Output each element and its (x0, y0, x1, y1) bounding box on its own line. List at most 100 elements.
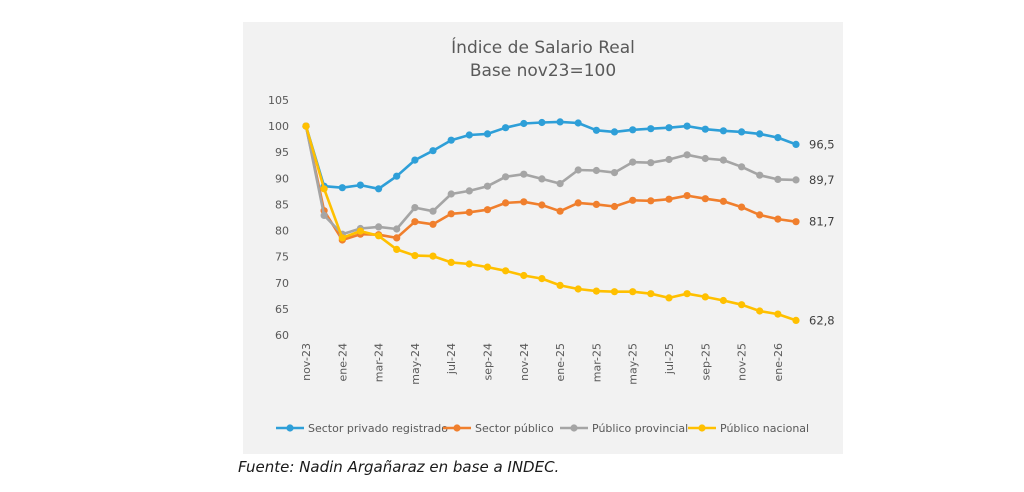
y-tick-label: 95 (275, 146, 289, 159)
y-tick-label: 65 (275, 303, 289, 316)
y-tick-label: 70 (275, 277, 289, 290)
legend-item: Sector público (443, 422, 554, 435)
data-point (538, 118, 546, 127)
data-point (556, 281, 564, 289)
data-point (701, 195, 709, 203)
data-point (556, 118, 564, 126)
data-point (610, 288, 619, 296)
data-point (774, 134, 782, 142)
data-point (375, 232, 383, 240)
data-point (610, 128, 619, 136)
data-point (792, 140, 800, 148)
series-1 (302, 118, 800, 193)
chart-title: Índice de Salario Real (451, 36, 635, 58)
data-point (629, 196, 637, 204)
data-point (447, 258, 455, 266)
y-tick-label: 100 (268, 120, 289, 133)
series-line (304, 125, 797, 322)
x-tick-label: nov-23 (300, 343, 313, 381)
x-tick-label: mar-24 (373, 343, 386, 382)
data-point (647, 125, 655, 133)
series-4 (302, 122, 800, 324)
data-point (302, 122, 310, 130)
data-point (629, 126, 637, 134)
legend-item: Público provincial (560, 422, 688, 435)
x-tick-label: jul-24 (445, 343, 458, 375)
data-point (447, 190, 455, 198)
data-point (447, 210, 455, 218)
data-point (520, 170, 528, 178)
x-tick-label: nov-24 (518, 343, 531, 381)
y-tick-label: 85 (275, 198, 289, 211)
legend-marker (286, 424, 294, 432)
data-point (502, 124, 510, 132)
data-point (665, 155, 673, 164)
source-note: Fuente: Nadin Argañaraz en base a INDEC. (238, 458, 560, 476)
data-point (429, 220, 437, 228)
data-point (483, 182, 492, 190)
data-point (520, 119, 528, 128)
data-point (320, 185, 328, 193)
data-point (592, 166, 600, 175)
data-point (574, 285, 582, 293)
legend-marker (453, 424, 461, 432)
data-point (574, 199, 582, 207)
x-tick-label: may-25 (627, 343, 640, 385)
legend-label: Sector privado registrado (308, 422, 448, 435)
legend-marker (698, 424, 706, 432)
x-tick-label: jul-25 (663, 343, 676, 375)
data-point (502, 173, 510, 181)
data-point (592, 287, 600, 295)
data-point (574, 119, 582, 127)
data-point (483, 206, 492, 214)
x-tick-label: mar-25 (590, 343, 603, 382)
data-point (375, 223, 383, 231)
data-point (465, 208, 473, 216)
data-point (356, 227, 364, 235)
data-point (411, 252, 419, 260)
data-point (411, 218, 419, 226)
data-point (647, 159, 655, 167)
x-tick-label: ene-24 (336, 343, 349, 381)
legend-label: Público nacional (720, 422, 809, 435)
legend-item: Público nacional (688, 422, 809, 435)
legend-item: Sector privado registrado (276, 422, 448, 435)
data-point (683, 192, 691, 200)
x-axis: nov-23 ene-24 mar-24 may-24 jul-24 sep-24 nov-… (300, 343, 785, 385)
data-point (556, 180, 564, 188)
data-point (375, 185, 383, 193)
data-point (538, 201, 546, 209)
data-point (647, 290, 655, 298)
y-tick-label: 75 (275, 251, 289, 264)
data-point (393, 234, 401, 242)
data-point (683, 151, 691, 159)
data-point (756, 307, 764, 315)
data-point (665, 195, 673, 203)
data-point (538, 275, 546, 283)
data-point (393, 225, 401, 233)
legend: Sector privado registrado Sector público P… (276, 422, 809, 435)
data-point (592, 200, 600, 208)
y-axis: 105 100 95 90 85 80 75 70 65 60 (268, 94, 289, 342)
y-tick-label: 60 (275, 329, 289, 342)
data-point (701, 154, 709, 163)
data-point (665, 124, 673, 132)
data-point (683, 122, 691, 130)
series-line (304, 120, 797, 191)
data-point (701, 293, 709, 301)
data-point (393, 245, 401, 253)
x-tick-label: sep-25 (699, 343, 712, 380)
legend-marker (570, 424, 578, 432)
data-point (338, 234, 346, 242)
data-point (465, 260, 473, 268)
chart-area: Índice de Salario Real Base nov23=100 10… (243, 22, 843, 454)
data-point (647, 197, 655, 205)
data-point (738, 128, 746, 136)
legend-label: Público provincial (592, 422, 688, 435)
data-point (520, 271, 528, 280)
data-point (683, 290, 691, 298)
data-point (756, 171, 764, 179)
data-point (502, 199, 510, 207)
data-point (483, 263, 492, 271)
data-point (356, 181, 364, 189)
